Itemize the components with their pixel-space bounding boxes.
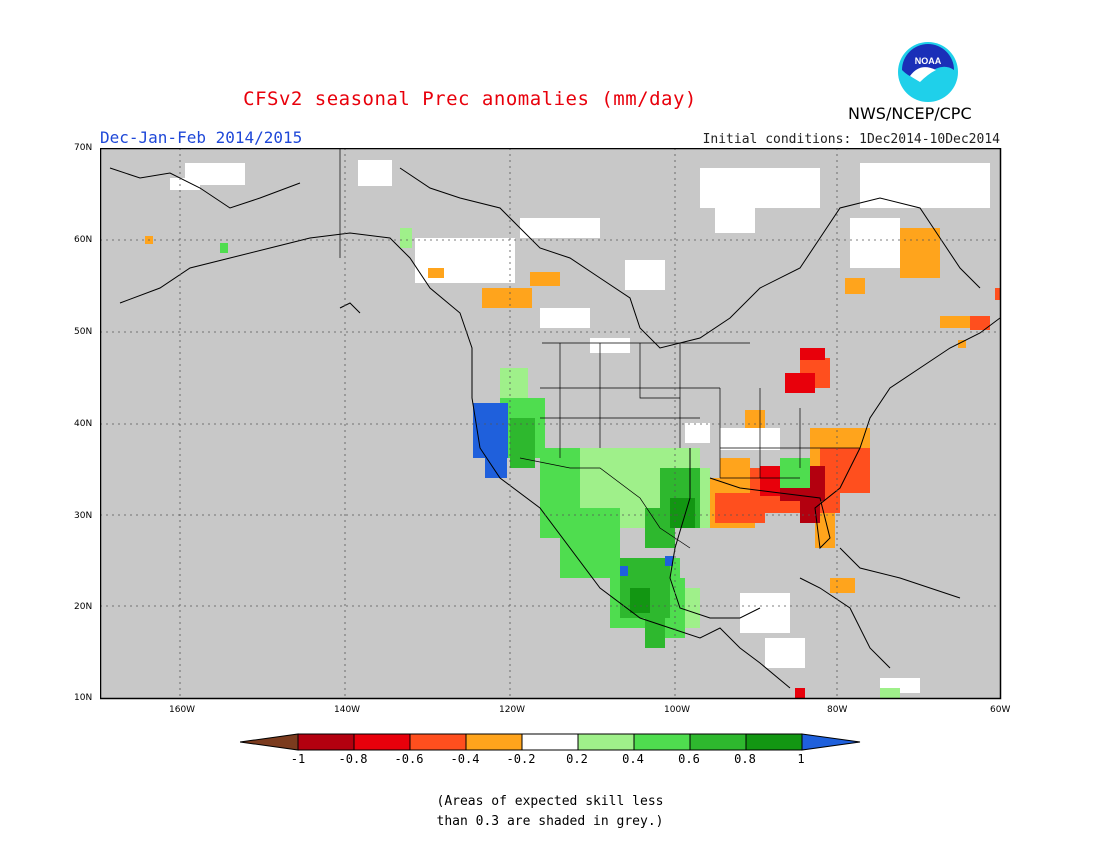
colorbar-label: 0.2 <box>566 752 588 766</box>
lat-label-40n: 40N <box>74 419 93 429</box>
colorbar-label: -0.4 <box>450 752 480 766</box>
colorbar-arrow-high <box>801 733 861 751</box>
colorbar-label: -0.8 <box>338 752 368 766</box>
precip-anomaly-map <box>100 148 1002 700</box>
colorbar-arrow-low <box>240 733 299 751</box>
lon-label-100w: 100W <box>664 705 691 715</box>
logo-bird <box>910 67 936 82</box>
colorbar-cell <box>297 733 355 751</box>
agency-label: NWS/NCEP/CPC <box>848 104 972 123</box>
colorbar-label: 0.8 <box>734 752 756 766</box>
lon-label-80w: 80W <box>827 705 848 715</box>
skill-note-line-1: (Areas of expected skill less <box>436 794 664 809</box>
wet-extreme-patches <box>473 403 673 576</box>
colorbar-cell <box>633 733 691 751</box>
map-title: CFSv2 seasonal Prec anomalies (mm/day) <box>243 88 697 110</box>
colorbar-cell <box>689 733 747 751</box>
lat-label-30n: 30N <box>74 511 93 521</box>
lat-label-20n: 20N <box>74 602 93 612</box>
colorbar <box>240 733 861 751</box>
colorbar-cell <box>521 733 579 751</box>
lat-label-60n: 60N <box>74 235 93 245</box>
colorbar-label: -0.6 <box>394 752 424 766</box>
colorbar-label: 0.6 <box>678 752 700 766</box>
lat-label-10n: 10N <box>74 693 93 703</box>
initial-conditions-label: Initial conditions: 1Dec2014-10Dec2014 <box>702 132 1000 147</box>
colorbar-label: -1 <box>290 752 306 766</box>
colorbar-cell <box>353 733 411 751</box>
colorbar-label: 0.4 <box>622 752 644 766</box>
lat-label-50n: 50N <box>74 327 93 337</box>
skill-note-line-2: than 0.3 are shaded in grey.) <box>436 814 664 829</box>
lon-label-60w: 60W <box>990 705 1011 715</box>
gridlines <box>100 148 1000 698</box>
logo-text: NOAA <box>915 56 942 66</box>
colorbar-cell <box>745 733 803 751</box>
lon-label-140w: 140W <box>334 705 361 715</box>
colorbar-label: -0.2 <box>506 752 536 766</box>
lon-label-120w: 120W <box>499 705 526 715</box>
noaa-logo: NOAA <box>898 42 958 102</box>
colorbar-cell <box>465 733 523 751</box>
season-label: Dec-Jan-Feb 2014/2015 <box>100 128 303 147</box>
skill-note: (Areas of expected skill less than 0.3 a… <box>0 792 1100 832</box>
colorbar-label: 1 <box>797 752 805 766</box>
colorbar-cell <box>577 733 635 751</box>
logo-sky <box>902 44 954 79</box>
colorbar-cell <box>409 733 467 751</box>
lat-label-70n: 70N <box>74 143 93 153</box>
map-frame <box>100 148 1002 700</box>
lon-label-160w: 160W <box>169 705 196 715</box>
